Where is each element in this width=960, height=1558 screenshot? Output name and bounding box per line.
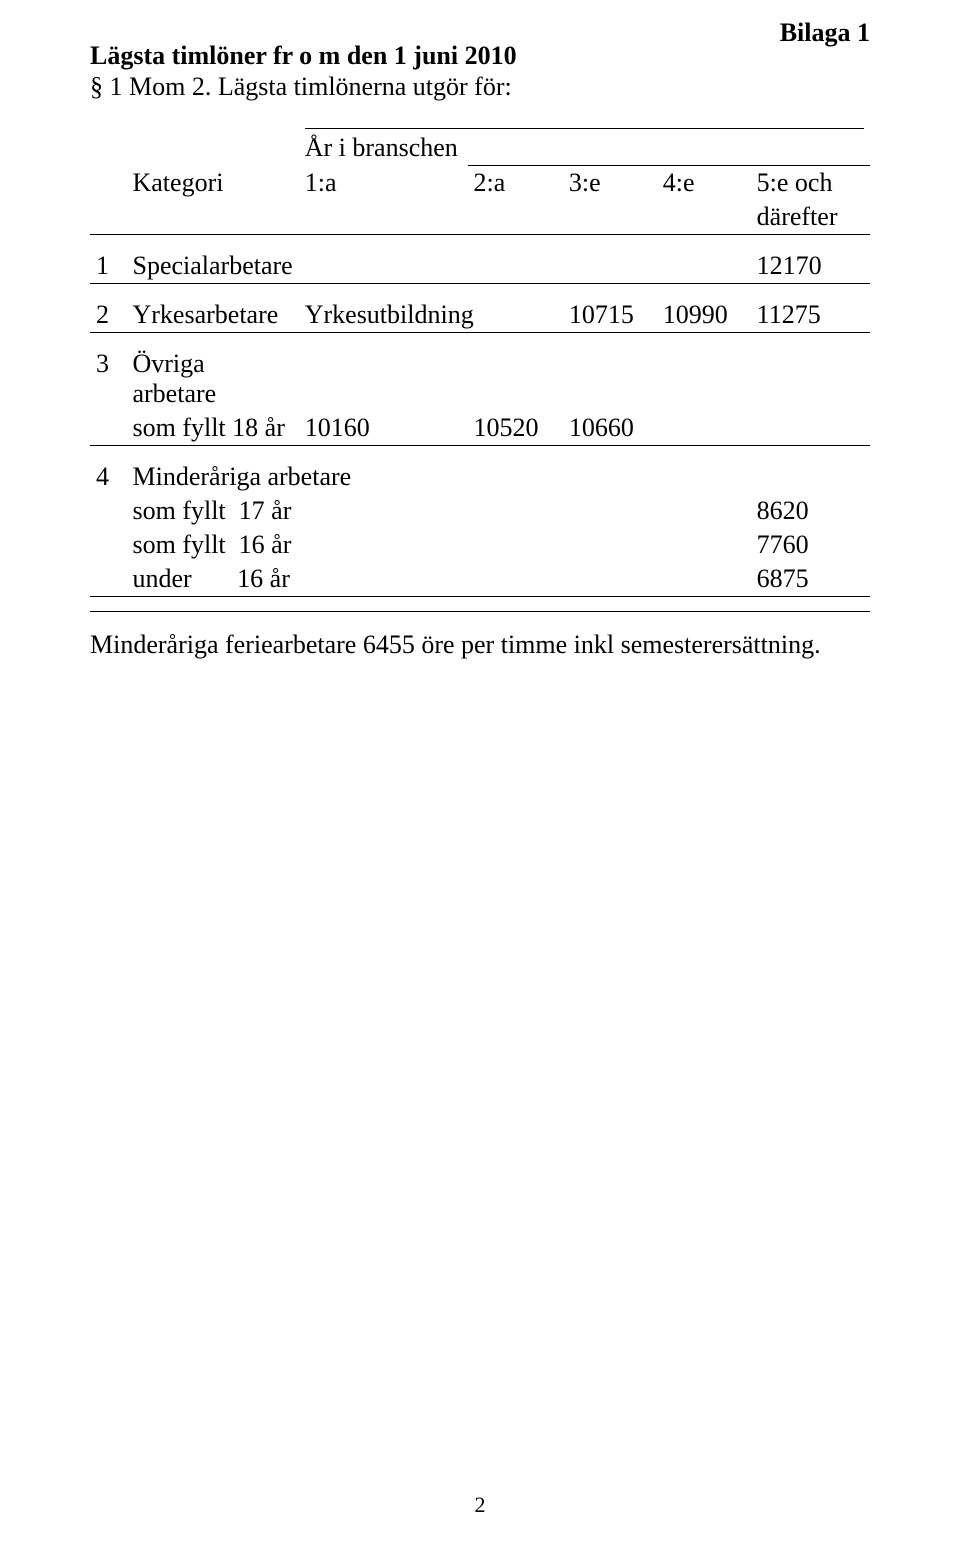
row4-num: 4 [90,460,126,494]
row2-c3: 10715 [563,298,657,333]
col-5e-a: 5:e och [751,166,870,201]
row2-label: Yrkesarbetare [126,298,298,333]
page-number: 2 [0,1492,960,1518]
row4-label: Minderåriga arbetare [126,460,750,494]
col-5e-b: därefter [751,200,870,235]
row3-c1: 10160 [299,411,468,446]
row4-sub1-label: som fyllt 17 år [126,494,298,528]
row2-c4: 10990 [657,298,751,333]
col-2a: 2:a [468,166,563,201]
row2-c5: 11275 [751,298,870,333]
row3-c2: 10520 [468,411,563,446]
row3-label2: som fyllt 18 år [126,411,298,446]
row3-c3: 10660 [563,411,657,446]
row2-num: 2 [90,298,126,333]
row3-label1: Övriga arbetare [126,347,298,411]
row1-label: Specialarbetare [126,249,298,284]
col-4e: 4:e [657,166,751,201]
row4-sub2-val: 7760 [751,528,870,562]
footer-note: Minderåriga feriearbetare 6455 öre per t… [90,630,870,660]
superheader: År i branschen [305,128,864,163]
col-3e: 3:e [563,166,657,201]
row3-num: 3 [90,347,126,411]
heading-line2: § 1 Mom 2. Lägsta timlönerna utgör för: [90,71,870,102]
appendix-label: Bilaga 1 [780,18,870,48]
wage-table: År i branschen Kategori 1:a 2:a 3:e 4:e … [90,126,870,612]
row1-num: 1 [90,249,126,284]
row4-sub2-label: som fyllt 16 år [126,528,298,562]
col-1a: 1:a [299,166,468,201]
row4-sub3-val: 6875 [751,562,870,597]
col-kategori: Kategori [126,166,298,201]
heading-line1: Lägsta timlöner fr o m den 1 juni 2010 [90,40,870,71]
row4-sub3-label: under 16 år [126,562,298,597]
row2-yrkesutbildning: Yrkesutbildning [299,298,563,333]
row4-sub1-val: 8620 [751,494,870,528]
row1-v5: 12170 [751,249,870,284]
